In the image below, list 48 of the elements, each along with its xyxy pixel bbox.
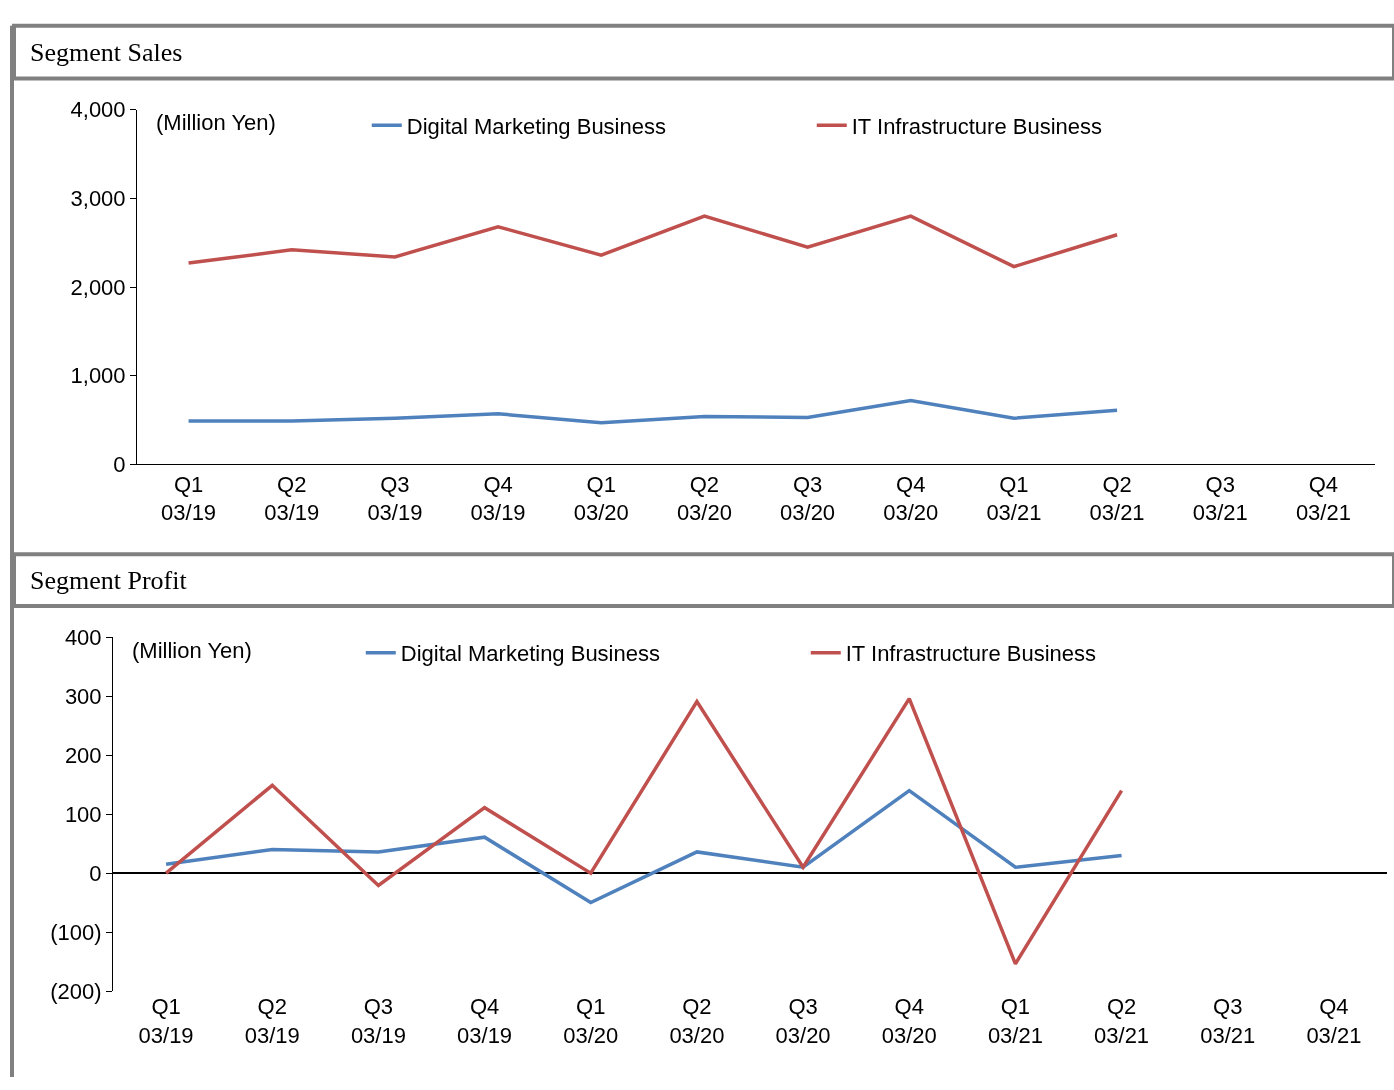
x-tick-label: Q4 03/20 xyxy=(881,994,937,1048)
x-tick-label: Q4 03/19 xyxy=(470,471,526,526)
x-tick-label: Q2 03/20 xyxy=(669,994,725,1048)
y-tick-label: 200 xyxy=(64,742,102,768)
x-tick-label: Q1 03/20 xyxy=(573,471,629,526)
x-tick-label: Q4 03/20 xyxy=(883,471,939,526)
chart-title: Segment Sales xyxy=(30,38,183,67)
x-tick-label: Q3 03/21 xyxy=(1192,471,1248,526)
x-tick-label: Q3 03/20 xyxy=(775,994,831,1048)
y-tick-label: 4,000 xyxy=(70,97,126,123)
x-tick-label: Q1 03/19 xyxy=(138,994,194,1048)
line-series xyxy=(186,398,1119,425)
y-tick-label: 100 xyxy=(64,801,102,827)
x-tick-label: Q3 03/21 xyxy=(1200,994,1256,1048)
y-tick-label: 300 xyxy=(64,683,102,709)
x-tick-label: Q4 03/21 xyxy=(1295,471,1351,526)
annotation: (Million Yen) xyxy=(156,110,276,135)
x-tick-label: Q3 03/20 xyxy=(780,471,836,526)
y-tick-label: 0 xyxy=(89,860,102,886)
x-tick-label: Q2 03/19 xyxy=(244,994,300,1048)
y-tick-label: 0 xyxy=(113,452,126,478)
y-tick-label: 400 xyxy=(64,625,102,651)
x-tick-label: Q1 03/21 xyxy=(986,471,1042,526)
legend-label: IT Infrastructure Business xyxy=(845,641,1097,667)
y-tick-label: 3,000 xyxy=(70,186,126,212)
x-tick-label: Q1 03/19 xyxy=(161,471,217,526)
y-tick-label: (200) xyxy=(50,978,102,1004)
x-tick-label: Q2 03/21 xyxy=(1089,471,1145,526)
y-tick-label: (100) xyxy=(50,919,102,945)
x-tick-label: Q4 03/19 xyxy=(457,994,513,1048)
x-tick-label: Q2 03/19 xyxy=(264,471,320,526)
line-series xyxy=(164,696,1124,966)
y-tick-label: 2,000 xyxy=(70,274,126,300)
x-tick-label: Q4 03/21 xyxy=(1306,994,1362,1048)
y-tick-label: 1,000 xyxy=(70,363,126,389)
x-tick-label: Q2 03/21 xyxy=(1094,994,1150,1048)
legend-label: IT Infrastructure Business xyxy=(851,113,1103,139)
legend-label: Digital Marketing Business xyxy=(406,113,666,139)
line-series xyxy=(186,214,1119,269)
x-tick-label: Q1 03/21 xyxy=(987,994,1043,1048)
annotation: (Million Yen) xyxy=(132,638,252,663)
x-tick-label: Q1 03/20 xyxy=(563,994,619,1048)
line-series xyxy=(164,788,1124,905)
chart-title: Segment Profit xyxy=(30,566,188,595)
x-tick-label: Q2 03/20 xyxy=(676,471,732,526)
x-tick-label: Q3 03/19 xyxy=(367,471,423,526)
legend-label: Digital Marketing Business xyxy=(400,641,660,667)
x-tick-label: Q3 03/19 xyxy=(350,994,406,1048)
